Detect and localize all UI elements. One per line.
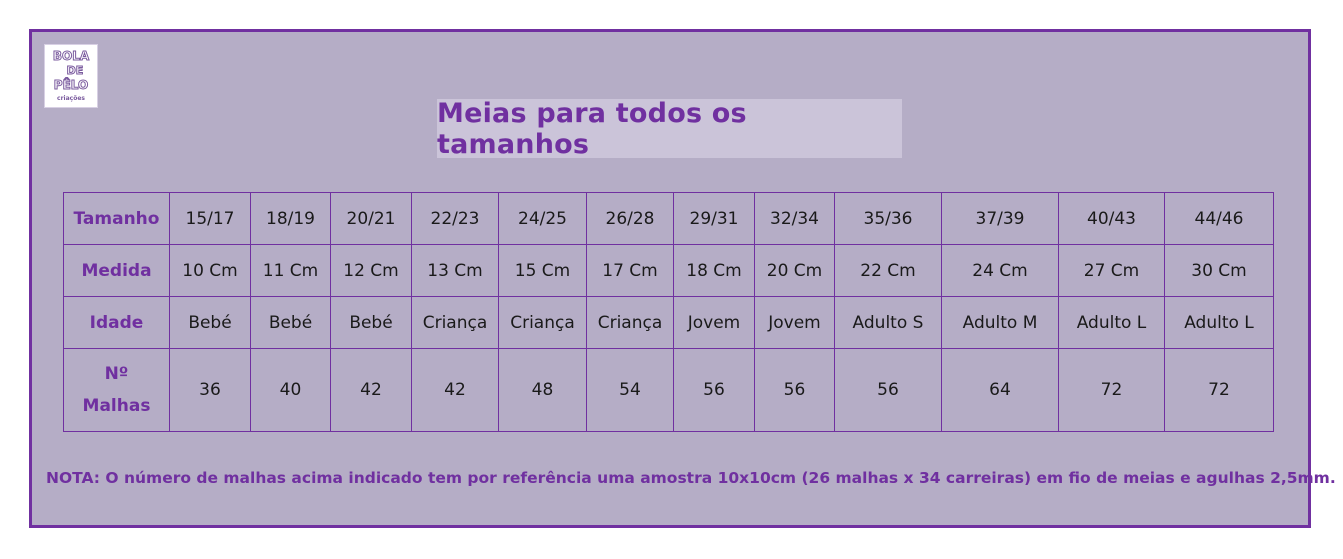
table-cell: 56 bbox=[834, 348, 942, 432]
table-cell: 35/36 bbox=[834, 192, 942, 245]
table-cell: 10 Cm bbox=[169, 244, 251, 297]
row-label-tamanho: Tamanho bbox=[63, 192, 170, 245]
page-title: Meias para todos os tamanhos bbox=[437, 97, 747, 160]
table-cell: Jovem bbox=[754, 296, 835, 349]
table-cell: Criança bbox=[498, 296, 587, 349]
logo-text-line2: DE bbox=[67, 64, 84, 77]
bola-de-pelo-logo: BOLA DE PÊLO criações bbox=[44, 44, 98, 108]
table-cell: 72 bbox=[1058, 348, 1165, 432]
table-cell: 15/17 bbox=[169, 192, 251, 245]
row-label-medida: Medida bbox=[63, 244, 170, 297]
table-cell: 27 Cm bbox=[1058, 244, 1165, 297]
table-cell: Adulto M bbox=[941, 296, 1059, 349]
logo-graphic: BOLA DE PÊLO criações bbox=[52, 49, 90, 103]
table-cell: 15 Cm bbox=[498, 244, 587, 297]
title-box: Meias para todos os tamanhos bbox=[437, 97, 902, 160]
table-cell: 40 bbox=[250, 348, 331, 432]
table-cell: 13 Cm bbox=[411, 244, 499, 297]
table-cell: 37/39 bbox=[941, 192, 1059, 245]
table-cell: 11 Cm bbox=[250, 244, 331, 297]
table-cell: 42 bbox=[330, 348, 412, 432]
table-cell: Bebé bbox=[250, 296, 331, 349]
table-cell: 20/21 bbox=[330, 192, 412, 245]
table-row-tamanho: Tamanho 15/17 18/19 20/21 22/23 24/25 26… bbox=[63, 192, 1274, 245]
table-cell: 54 bbox=[586, 348, 674, 432]
table-cell: 72 bbox=[1164, 348, 1274, 432]
table-cell: 64 bbox=[941, 348, 1059, 432]
table-cell: Bebé bbox=[330, 296, 412, 349]
table-row-idade: Idade Bebé Bebé Bebé Criança Criança Cri… bbox=[63, 296, 1274, 349]
table-cell: 26/28 bbox=[586, 192, 674, 245]
table-row-medida: Medida 10 Cm 11 Cm 12 Cm 13 Cm 15 Cm 17 … bbox=[63, 244, 1274, 297]
table-cell: 18 Cm bbox=[673, 244, 755, 297]
table-cell: 36 bbox=[169, 348, 251, 432]
table-cell: 24/25 bbox=[498, 192, 587, 245]
logo-text-line4: criações bbox=[57, 95, 85, 102]
table-cell: Jovem bbox=[673, 296, 755, 349]
table-cell: Adulto S bbox=[834, 296, 942, 349]
table-cell: 30 Cm bbox=[1164, 244, 1274, 297]
size-chart-panel: BOLA DE PÊLO criações Meias para todos o… bbox=[29, 29, 1336, 528]
table-row-malhas: Nº Malhas 36 40 42 42 48 54 56 56 56 64 … bbox=[63, 348, 1274, 432]
row-label-malhas-line1: Nº bbox=[104, 364, 129, 384]
logo-text-line3: PÊLO bbox=[54, 77, 88, 92]
table-cell: Criança bbox=[586, 296, 674, 349]
table-cell: 48 bbox=[498, 348, 587, 432]
row-label-malhas-line2: Malhas bbox=[82, 396, 151, 416]
table-cell: 44/46 bbox=[1164, 192, 1274, 245]
table-cell: 42 bbox=[411, 348, 499, 432]
table-cell: 24 Cm bbox=[941, 244, 1059, 297]
size-table: Tamanho 15/17 18/19 20/21 22/23 24/25 26… bbox=[63, 192, 1274, 432]
table-cell: 40/43 bbox=[1058, 192, 1165, 245]
table-cell: Criança bbox=[411, 296, 499, 349]
table-cell: 22/23 bbox=[411, 192, 499, 245]
table-cell: Bebé bbox=[169, 296, 251, 349]
table-cell: 32/34 bbox=[754, 192, 835, 245]
table-cell: 17 Cm bbox=[586, 244, 674, 297]
logo-text-line1: BOLA bbox=[53, 49, 90, 63]
table-cell: 22 Cm bbox=[834, 244, 942, 297]
table-cell: 20 Cm bbox=[754, 244, 835, 297]
row-label-idade: Idade bbox=[63, 296, 170, 349]
table-cell: 29/31 bbox=[673, 192, 755, 245]
row-label-malhas: Nº Malhas bbox=[63, 348, 170, 432]
table-cell: 18/19 bbox=[250, 192, 331, 245]
table-cell: Adulto L bbox=[1058, 296, 1165, 349]
table-cell: 56 bbox=[673, 348, 755, 432]
table-cell: 12 Cm bbox=[330, 244, 412, 297]
table-cell: Adulto L bbox=[1164, 296, 1274, 349]
table-cell: 56 bbox=[754, 348, 835, 432]
footnote: NOTA: O número de malhas acima indicado … bbox=[46, 469, 1336, 487]
